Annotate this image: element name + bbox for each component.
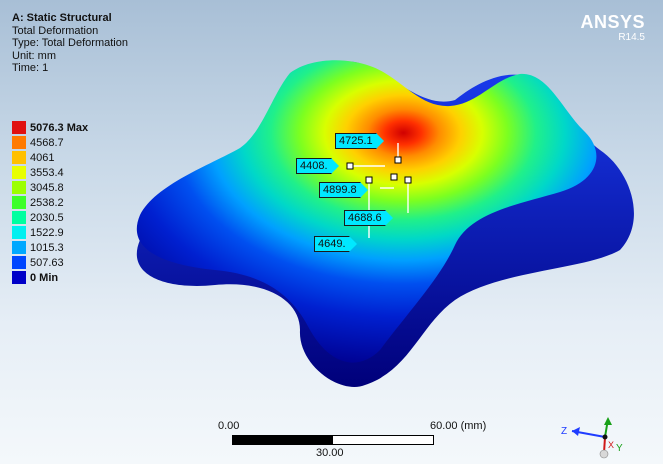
legend-label: 3045.8: [30, 181, 64, 194]
probe-point[interactable]: [404, 176, 412, 184]
result-type: Type: Total Deformation: [12, 37, 128, 49]
legend-entry: 3045.8: [12, 181, 64, 194]
legend-label: 1015.3: [30, 241, 64, 254]
legend-swatch: [12, 226, 26, 239]
axis-triad[interactable]: Z Y X: [560, 415, 640, 460]
probe-label[interactable]: 4688.6: [344, 209, 393, 226]
result-name: Total Deformation: [12, 24, 99, 37]
legend-entry-min: 0 Min: [12, 271, 58, 284]
legend-entry: 507.63: [12, 256, 64, 269]
probe-point[interactable]: [390, 173, 398, 181]
legend-swatch: [12, 256, 26, 269]
probe-value: 4688.6: [344, 209, 386, 226]
probe-label[interactable]: 4649.: [314, 235, 357, 252]
y-axis-arrowhead: [604, 417, 612, 425]
legend-entry: 1015.3: [12, 241, 64, 254]
contour-legend[interactable]: 5076.3 Max 4568.7 4061 3553.4 3045.8 253…: [12, 121, 142, 291]
probe-pointer: [359, 181, 368, 198]
legend-swatch: [12, 271, 26, 284]
probe-value: 4725.1: [335, 132, 377, 149]
probe-pointer: [330, 157, 339, 174]
unit-label: Unit: mm: [12, 49, 56, 62]
probe-label[interactable]: 4899.8: [319, 181, 368, 198]
legend-entry-max: 5076.3 Max: [12, 121, 88, 134]
probe-point[interactable]: [346, 162, 354, 170]
scale-left-label: 0.00: [218, 420, 240, 432]
legend-label: 2030.5: [30, 211, 64, 224]
probe-pointer: [384, 209, 393, 226]
z-axis-label: Z: [561, 426, 567, 437]
legend-label: 0 Min: [30, 271, 59, 284]
legend-label: 1522.9: [30, 226, 64, 239]
legend-swatch: [12, 241, 26, 254]
probe-value: 4408.: [296, 157, 332, 174]
legend-entry: 4061: [12, 151, 54, 164]
legend-swatch: [12, 196, 26, 209]
legend-label: 4061: [30, 151, 55, 164]
analysis-title: A: Static Structural: [12, 12, 112, 24]
legend-label: 507.63: [30, 256, 64, 269]
legend-entry: 2030.5: [12, 211, 64, 224]
legend-swatch: [12, 151, 26, 164]
scale-bar-graphic: [232, 435, 434, 445]
legend-swatch: [12, 121, 26, 134]
scale-right-label: 60.00 (mm): [430, 420, 487, 432]
legend-label: 5076.3 Max: [30, 121, 89, 134]
probe-label[interactable]: 4408.: [296, 157, 339, 174]
result-info-block: A: Static Structural Total Deformation T…: [12, 12, 128, 75]
ansys-logo: ANSYS R14.5: [580, 12, 645, 44]
probe-value: 4899.8: [319, 181, 361, 198]
legend-swatch: [12, 181, 26, 194]
triad-ball: [599, 449, 609, 459]
legend-label: 3553.4: [30, 166, 64, 179]
brand-name: ANSYS: [580, 12, 645, 32]
scale-mid-label: 30.00: [316, 447, 344, 459]
legend-label: 4568.7: [30, 136, 64, 149]
scale-bar: 0.00 60.00 (mm) 30.00: [218, 420, 486, 460]
legend-label: 2538.2: [30, 196, 64, 209]
legend-entry: 4568.7: [12, 136, 64, 149]
legend-swatch: [12, 166, 26, 179]
probe-point[interactable]: [394, 156, 402, 164]
legend-entry: 2538.2: [12, 196, 64, 209]
probe-pointer: [348, 235, 357, 252]
triad-origin: [602, 434, 608, 440]
probe-value: 4649.: [314, 235, 350, 252]
y-axis-label: Y: [616, 443, 623, 454]
z-axis-arrowhead: [572, 427, 580, 436]
x-axis-label: X: [608, 440, 614, 450]
probe-point[interactable]: [365, 176, 373, 184]
brand-version: R14.5: [618, 32, 645, 43]
time-label: Time: 1: [12, 62, 49, 74]
legend-entry: 3553.4: [12, 166, 64, 179]
legend-swatch: [12, 136, 26, 149]
legend-swatch: [12, 211, 26, 224]
probe-label[interactable]: 4725.1: [335, 132, 384, 149]
probe-pointer: [375, 132, 384, 149]
legend-entry: 1522.9: [12, 226, 64, 239]
scale-bar-fill: [233, 436, 333, 444]
